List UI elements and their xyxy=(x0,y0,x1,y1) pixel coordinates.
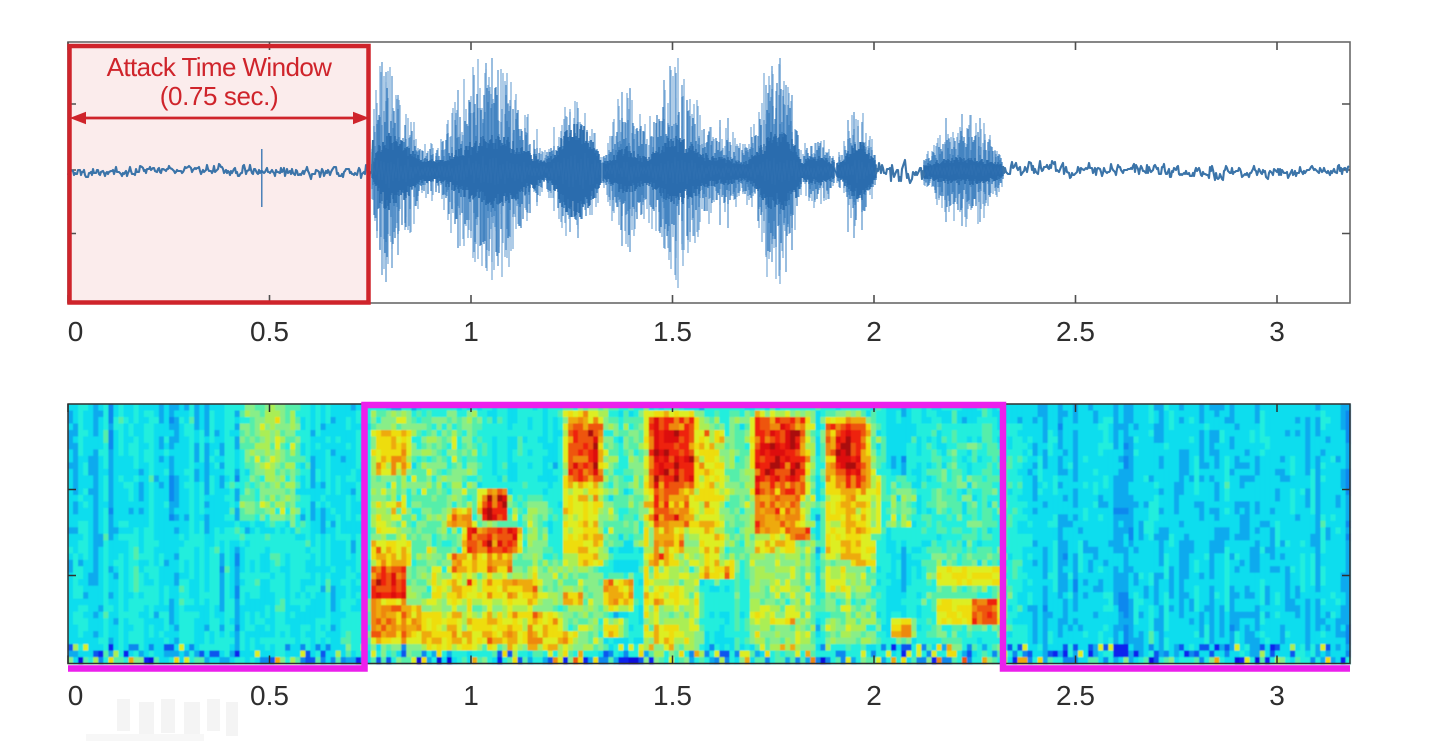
svg-text:(0.75 sec.): (0.75 sec.) xyxy=(160,81,278,111)
svg-text:3: 3 xyxy=(1269,316,1285,347)
svg-text:1: 1 xyxy=(463,316,479,347)
svg-text:Attack Time Window: Attack Time Window xyxy=(107,52,333,82)
svg-text:0.5: 0.5 xyxy=(250,316,289,347)
svg-text:2.5: 2.5 xyxy=(1056,316,1095,347)
svg-text:0: 0 xyxy=(68,316,84,347)
svg-text:2: 2 xyxy=(866,316,882,347)
svg-text:1.5: 1.5 xyxy=(653,316,692,347)
